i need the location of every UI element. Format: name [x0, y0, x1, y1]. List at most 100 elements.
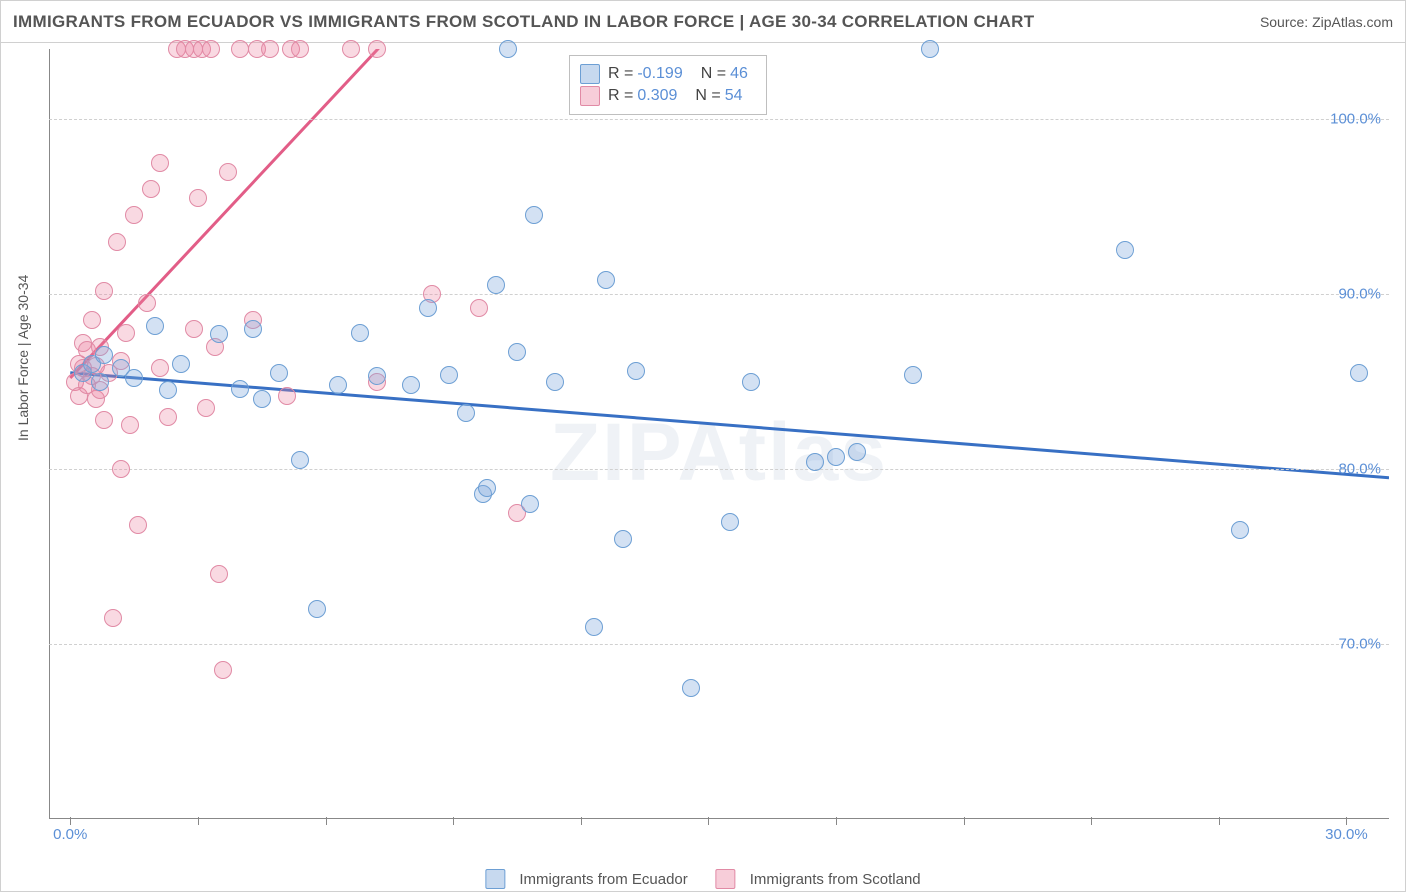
legend-label-ecuador: Immigrants from Ecuador	[519, 871, 687, 888]
data-point	[525, 206, 543, 224]
series-legend: Immigrants from Ecuador Immigrants from …	[485, 869, 920, 889]
gridline	[49, 119, 1389, 120]
gridline	[49, 294, 1389, 295]
data-point	[104, 609, 122, 627]
x-tick-minor	[581, 817, 582, 825]
data-point	[142, 180, 160, 198]
legend-label-scotland: Immigrants from Scotland	[750, 871, 921, 888]
data-point	[597, 271, 615, 289]
correlation-legend: R = -0.199 N = 46 R = 0.309 N = 54	[569, 55, 767, 115]
data-point	[159, 381, 177, 399]
data-point	[827, 448, 845, 466]
data-point	[457, 404, 475, 422]
data-point	[146, 317, 164, 335]
plot-surface: ZIPAtlas R = -0.199 N = 46 R = 0.309 N =	[49, 49, 1389, 819]
data-point	[231, 380, 249, 398]
legend-item-ecuador: Immigrants from Ecuador	[485, 869, 687, 889]
data-point	[125, 206, 143, 224]
x-tick-minor	[198, 817, 199, 825]
data-point	[91, 373, 109, 391]
data-point	[210, 325, 228, 343]
legend-row-ecuador: R = -0.199 N = 46	[580, 64, 752, 84]
n-value-scotland: 54	[725, 87, 743, 105]
data-point	[904, 366, 922, 384]
data-point	[368, 367, 386, 385]
data-point	[351, 324, 369, 342]
data-point	[478, 479, 496, 497]
x-tick-minor	[326, 817, 327, 825]
r-value-scotland: 0.309	[637, 87, 677, 105]
data-point	[278, 387, 296, 405]
trend-lines	[49, 49, 1389, 819]
data-point	[508, 343, 526, 361]
data-point	[848, 443, 866, 461]
data-point	[112, 460, 130, 478]
data-point	[487, 276, 505, 294]
data-point	[1116, 241, 1134, 259]
x-tick-minor	[708, 817, 709, 825]
data-point	[291, 451, 309, 469]
data-point	[197, 399, 215, 417]
y-axis-label: In Labor Force | Age 30-34	[15, 275, 31, 441]
data-point	[402, 376, 420, 394]
data-point	[627, 362, 645, 380]
x-tick-minor	[964, 817, 965, 825]
x-tick-label: 0.0%	[53, 826, 87, 843]
data-point	[138, 294, 156, 312]
gridline	[49, 469, 1389, 470]
data-point	[440, 366, 458, 384]
data-point	[172, 355, 190, 373]
chart-area: ZIPAtlas R = -0.199 N = 46 R = 0.309 N =	[49, 49, 1389, 819]
r-label: R =	[608, 87, 633, 105]
data-point	[329, 376, 347, 394]
y-tick-label: 90.0%	[1338, 286, 1381, 303]
data-point	[682, 679, 700, 697]
data-point	[614, 530, 632, 548]
y-tick-label: 70.0%	[1338, 636, 1381, 653]
data-point	[83, 311, 101, 329]
data-point	[921, 40, 939, 58]
x-tick-minor	[1219, 817, 1220, 825]
legend-row-scotland: R = 0.309 N = 54	[580, 86, 752, 106]
y-tick-label: 100.0%	[1330, 111, 1381, 128]
x-tick-minor	[1091, 817, 1092, 825]
data-point	[231, 40, 249, 58]
data-point	[95, 411, 113, 429]
data-point	[202, 40, 220, 58]
gridline	[49, 644, 1389, 645]
x-tick-minor	[453, 817, 454, 825]
y-axis	[49, 49, 50, 819]
data-point	[806, 453, 824, 471]
data-point	[129, 516, 147, 534]
chart-container: IMMIGRANTS FROM ECUADOR VS IMMIGRANTS FR…	[0, 0, 1406, 892]
legend-item-scotland: Immigrants from Scotland	[716, 869, 921, 889]
data-point	[1231, 521, 1249, 539]
data-point	[125, 369, 143, 387]
x-tick-label: 30.0%	[1325, 826, 1368, 843]
data-point	[342, 40, 360, 58]
data-point	[159, 408, 177, 426]
data-point	[108, 233, 126, 251]
x-tick	[70, 817, 71, 825]
data-point	[721, 513, 739, 531]
data-point	[499, 40, 517, 58]
data-point	[742, 373, 760, 391]
n-value-ecuador: 46	[730, 65, 748, 83]
n-label: N =	[695, 87, 720, 105]
chart-title: IMMIGRANTS FROM ECUADOR VS IMMIGRANTS FR…	[13, 12, 1034, 32]
n-label: N =	[701, 65, 726, 83]
r-value-ecuador: -0.199	[637, 65, 682, 83]
data-point	[185, 320, 203, 338]
data-point	[470, 299, 488, 317]
data-point	[419, 299, 437, 317]
data-point	[151, 154, 169, 172]
data-point	[585, 618, 603, 636]
data-point	[308, 600, 326, 618]
data-point	[521, 495, 539, 513]
data-point	[368, 40, 386, 58]
data-point	[189, 189, 207, 207]
data-point	[219, 163, 237, 181]
data-point	[151, 359, 169, 377]
data-point	[95, 282, 113, 300]
data-point	[270, 364, 288, 382]
